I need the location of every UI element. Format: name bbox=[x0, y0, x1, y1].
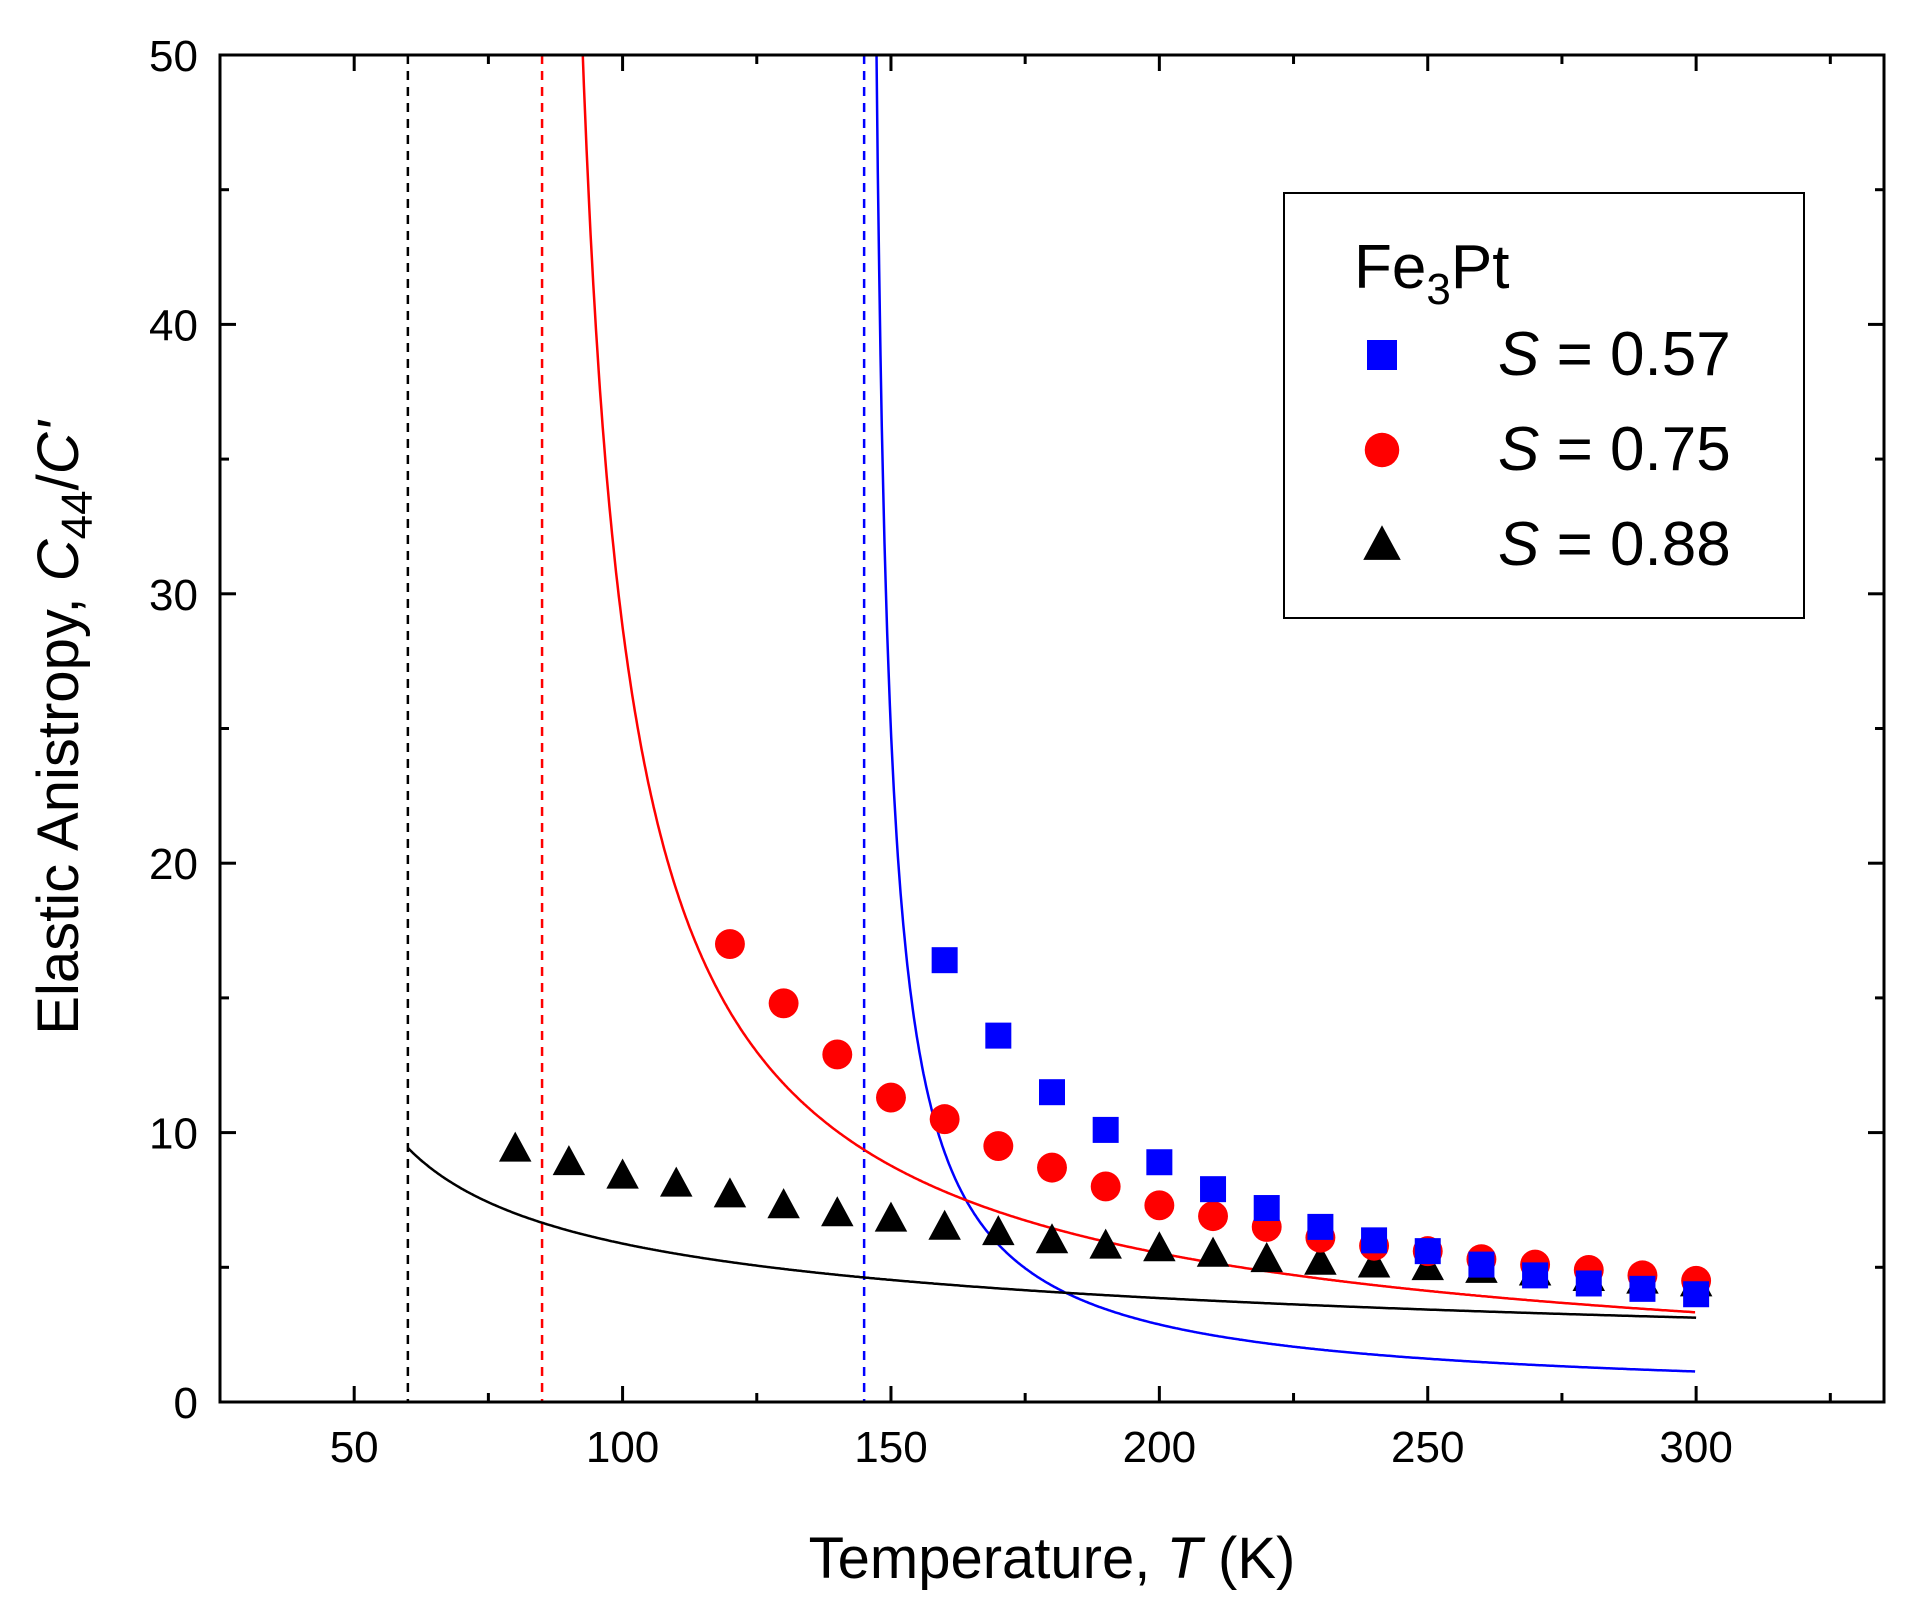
y-tick-label: 40 bbox=[149, 301, 198, 350]
y-tick-label: 30 bbox=[149, 571, 198, 620]
circle-marker bbox=[983, 1131, 1014, 1162]
triangle-marker bbox=[1357, 1247, 1391, 1278]
x-axis-ticks: 50 100 150 200 250 300 bbox=[218, 55, 1832, 1472]
circle-marker bbox=[876, 1082, 906, 1113]
circle-marker bbox=[714, 929, 745, 959]
square-marker bbox=[985, 1022, 1012, 1049]
triangle-marker bbox=[713, 1177, 747, 1208]
triangle-marker bbox=[498, 1131, 532, 1162]
y-axis-title: Elastic Anistropy, C44/C' bbox=[26, 419, 102, 1034]
triangle-marker bbox=[874, 1201, 908, 1232]
legend-items: S = 0.57 S = 0.75 S = 0.88 bbox=[1363, 320, 1731, 579]
triangle-marker bbox=[660, 1166, 693, 1197]
fit-curve bbox=[581, 55, 1696, 1314]
x-tick-label: 150 bbox=[854, 1423, 927, 1472]
square-marker bbox=[1146, 1149, 1173, 1176]
fit-curves bbox=[406, 55, 1697, 1373]
y-tick-label: 50 bbox=[149, 32, 198, 81]
legend-label: S = 0.88 bbox=[1498, 510, 1731, 579]
data-markers bbox=[498, 929, 1713, 1308]
square-marker bbox=[1253, 1195, 1280, 1222]
square-marker bbox=[1522, 1262, 1549, 1289]
square-marker bbox=[1683, 1281, 1710, 1308]
triangle-marker bbox=[982, 1215, 1015, 1246]
triangle-marker bbox=[606, 1158, 639, 1189]
square-marker bbox=[1629, 1275, 1656, 1302]
triangle-marker bbox=[821, 1196, 854, 1227]
transition-lines bbox=[406, 55, 866, 1402]
y-axis-ticks: 0 10 20 30 40 50 bbox=[149, 32, 1884, 1428]
triangle-marker bbox=[1089, 1228, 1122, 1259]
fit-curve bbox=[875, 55, 1696, 1373]
circle-marker bbox=[1037, 1152, 1067, 1183]
legend: Fe3Pt S = 0.57 S = 0.75 S = 0.88 bbox=[1283, 192, 1805, 619]
x-tick-label: 200 bbox=[1123, 1423, 1196, 1472]
circle-marker bbox=[1198, 1201, 1228, 1232]
x-tick-label: 50 bbox=[330, 1423, 379, 1472]
legend-circle-marker bbox=[1364, 432, 1400, 468]
circle-marker bbox=[822, 1039, 853, 1070]
square-marker bbox=[1468, 1251, 1495, 1278]
y-tick-label: 0 bbox=[174, 1379, 198, 1428]
square-marker bbox=[1361, 1227, 1388, 1254]
legend-square-marker bbox=[1367, 340, 1397, 370]
legend-triangle-marker bbox=[1363, 525, 1401, 560]
y-tick-label: 10 bbox=[149, 1110, 198, 1159]
circle-marker bbox=[768, 988, 799, 1019]
circle-marker bbox=[929, 1104, 960, 1135]
circle-marker bbox=[1144, 1190, 1175, 1221]
square-marker bbox=[931, 947, 958, 974]
triangle-marker bbox=[1304, 1244, 1337, 1275]
x-axis-title: Temperature, T (K) bbox=[809, 1526, 1296, 1591]
x-tick-label: 100 bbox=[586, 1423, 659, 1472]
triangle-marker bbox=[1250, 1242, 1283, 1273]
square-marker bbox=[1414, 1238, 1441, 1265]
triangle-marker bbox=[1196, 1236, 1230, 1267]
square-marker bbox=[1575, 1270, 1602, 1297]
square-marker bbox=[1200, 1176, 1227, 1203]
triangle-marker bbox=[767, 1188, 800, 1219]
triangle-marker bbox=[928, 1209, 961, 1240]
triangle-marker bbox=[1143, 1231, 1176, 1262]
fit-curve bbox=[406, 1147, 1697, 1319]
circle-marker bbox=[1090, 1171, 1121, 1202]
legend-label: S = 0.57 bbox=[1498, 320, 1731, 389]
square-marker bbox=[1092, 1116, 1119, 1143]
triangle-marker bbox=[552, 1145, 586, 1176]
square-marker bbox=[1039, 1079, 1065, 1106]
x-tick-label: 300 bbox=[1659, 1423, 1732, 1472]
x-tick-label: 250 bbox=[1391, 1423, 1464, 1472]
legend-title: Fe3Pt bbox=[1354, 233, 1509, 314]
legend-label: S = 0.75 bbox=[1498, 415, 1731, 484]
triangle-marker bbox=[1035, 1223, 1069, 1254]
y-tick-label: 20 bbox=[149, 840, 198, 889]
square-marker bbox=[1307, 1213, 1334, 1240]
